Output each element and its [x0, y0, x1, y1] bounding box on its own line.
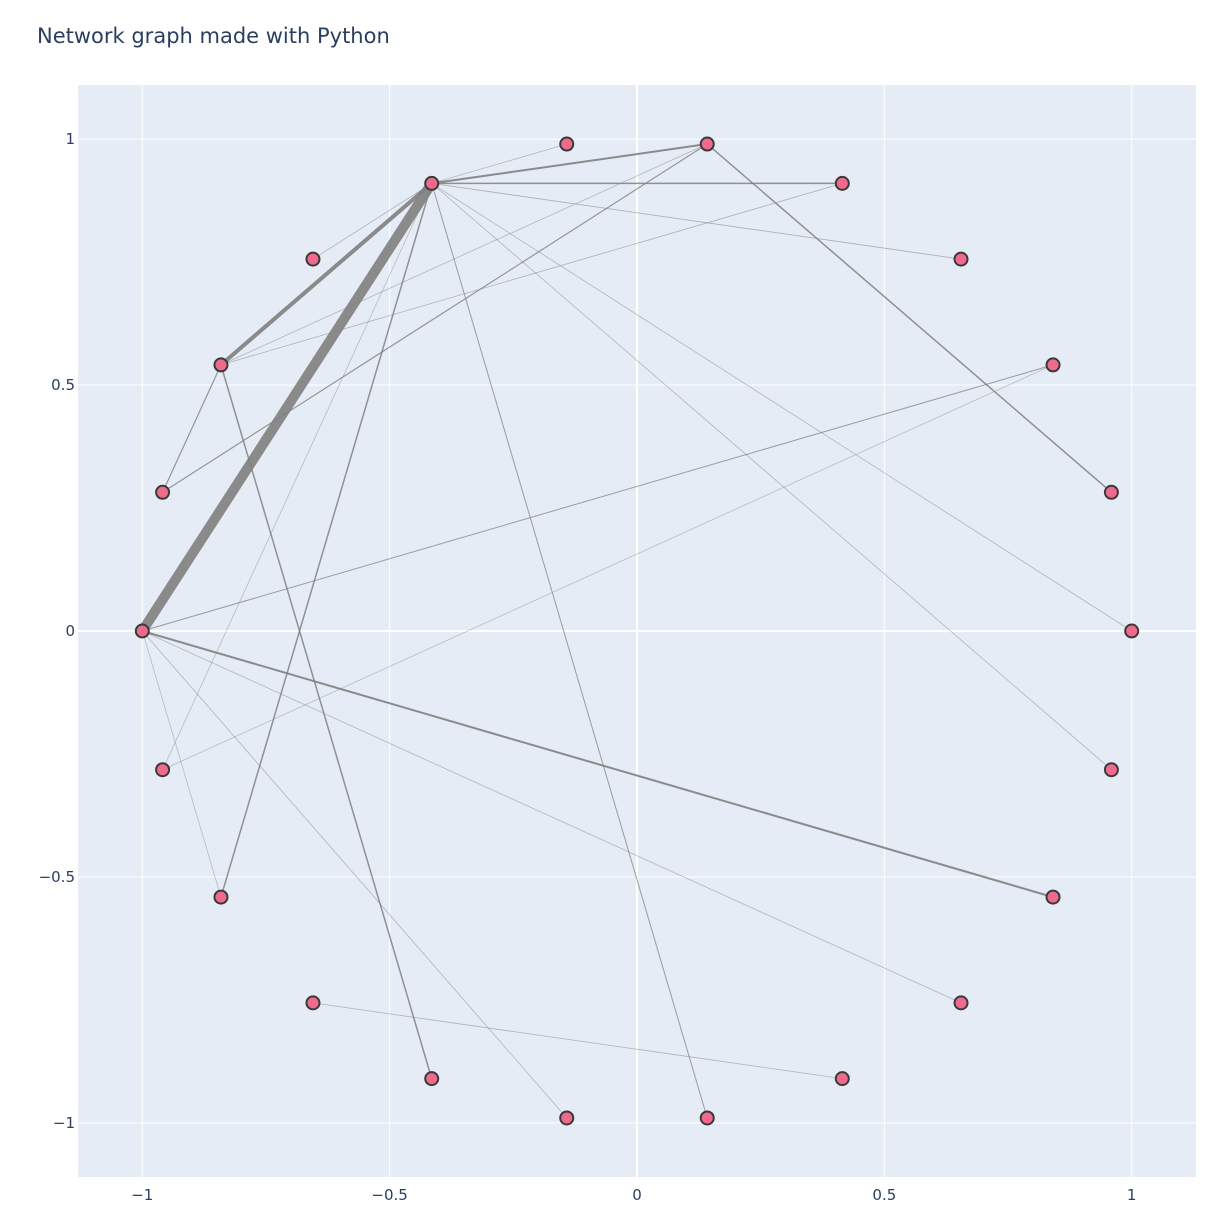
node[interactable]	[1045, 889, 1061, 905]
node[interactable]	[1124, 623, 1140, 639]
nodes-layer	[134, 136, 1140, 1126]
node[interactable]	[699, 1110, 715, 1126]
node[interactable]	[155, 762, 171, 778]
node[interactable]	[213, 889, 229, 905]
edge	[141, 364, 1054, 632]
edge	[431, 182, 962, 260]
edge	[141, 630, 568, 1119]
edge	[431, 182, 1133, 632]
node[interactable]	[1103, 484, 1119, 500]
edge	[220, 364, 433, 1080]
node[interactable]	[424, 175, 440, 191]
edge	[162, 364, 1054, 771]
node[interactable]	[559, 136, 575, 152]
edge	[312, 1002, 843, 1080]
edge	[218, 181, 434, 367]
y-tick-label: −0.5	[39, 868, 75, 886]
y-axis-ticks: 1 0.5 0 −0.5 −1	[39, 130, 75, 1132]
edge	[220, 143, 708, 366]
edge	[141, 630, 222, 898]
edge	[220, 182, 843, 366]
node[interactable]	[834, 175, 850, 191]
node[interactable]	[699, 136, 715, 152]
node[interactable]	[305, 995, 321, 1011]
grid-lines	[78, 85, 1196, 1177]
edge	[161, 143, 708, 493]
node[interactable]	[559, 1110, 575, 1126]
node[interactable]	[1045, 357, 1061, 373]
x-axis-ticks: −1 −0.5 0 0.5 1	[131, 1186, 1136, 1204]
node[interactable]	[953, 251, 969, 267]
y-tick-label: −1	[53, 1114, 75, 1132]
edge	[312, 182, 433, 260]
x-tick-label: −1	[131, 1186, 153, 1204]
edge	[431, 182, 1112, 771]
y-tick-label: 1	[65, 130, 75, 148]
edge	[162, 182, 433, 771]
node[interactable]	[834, 1071, 850, 1087]
x-tick-label: 0.5	[872, 1186, 896, 1204]
edge	[137, 178, 437, 636]
edge	[161, 364, 222, 493]
node[interactable]	[134, 623, 150, 639]
x-tick-label: 0	[632, 1186, 642, 1204]
x-tick-label: −0.5	[371, 1186, 407, 1204]
node[interactable]	[305, 251, 321, 267]
edge	[141, 630, 1055, 899]
y-tick-label: 0	[65, 622, 75, 640]
edge	[430, 143, 709, 185]
node[interactable]	[213, 357, 229, 373]
edge	[431, 143, 568, 184]
edge	[706, 143, 1113, 494]
y-tick-label: 0.5	[51, 376, 75, 394]
edge	[431, 182, 708, 1119]
node[interactable]	[155, 484, 171, 500]
x-tick-label: 1	[1127, 1186, 1137, 1204]
edge	[220, 182, 433, 898]
edge	[141, 630, 962, 1004]
node[interactable]	[424, 1071, 440, 1087]
node[interactable]	[1103, 762, 1119, 778]
chart-title: Network graph made with Python	[37, 24, 390, 48]
edges-layer	[137, 143, 1133, 1119]
node[interactable]	[953, 995, 969, 1011]
